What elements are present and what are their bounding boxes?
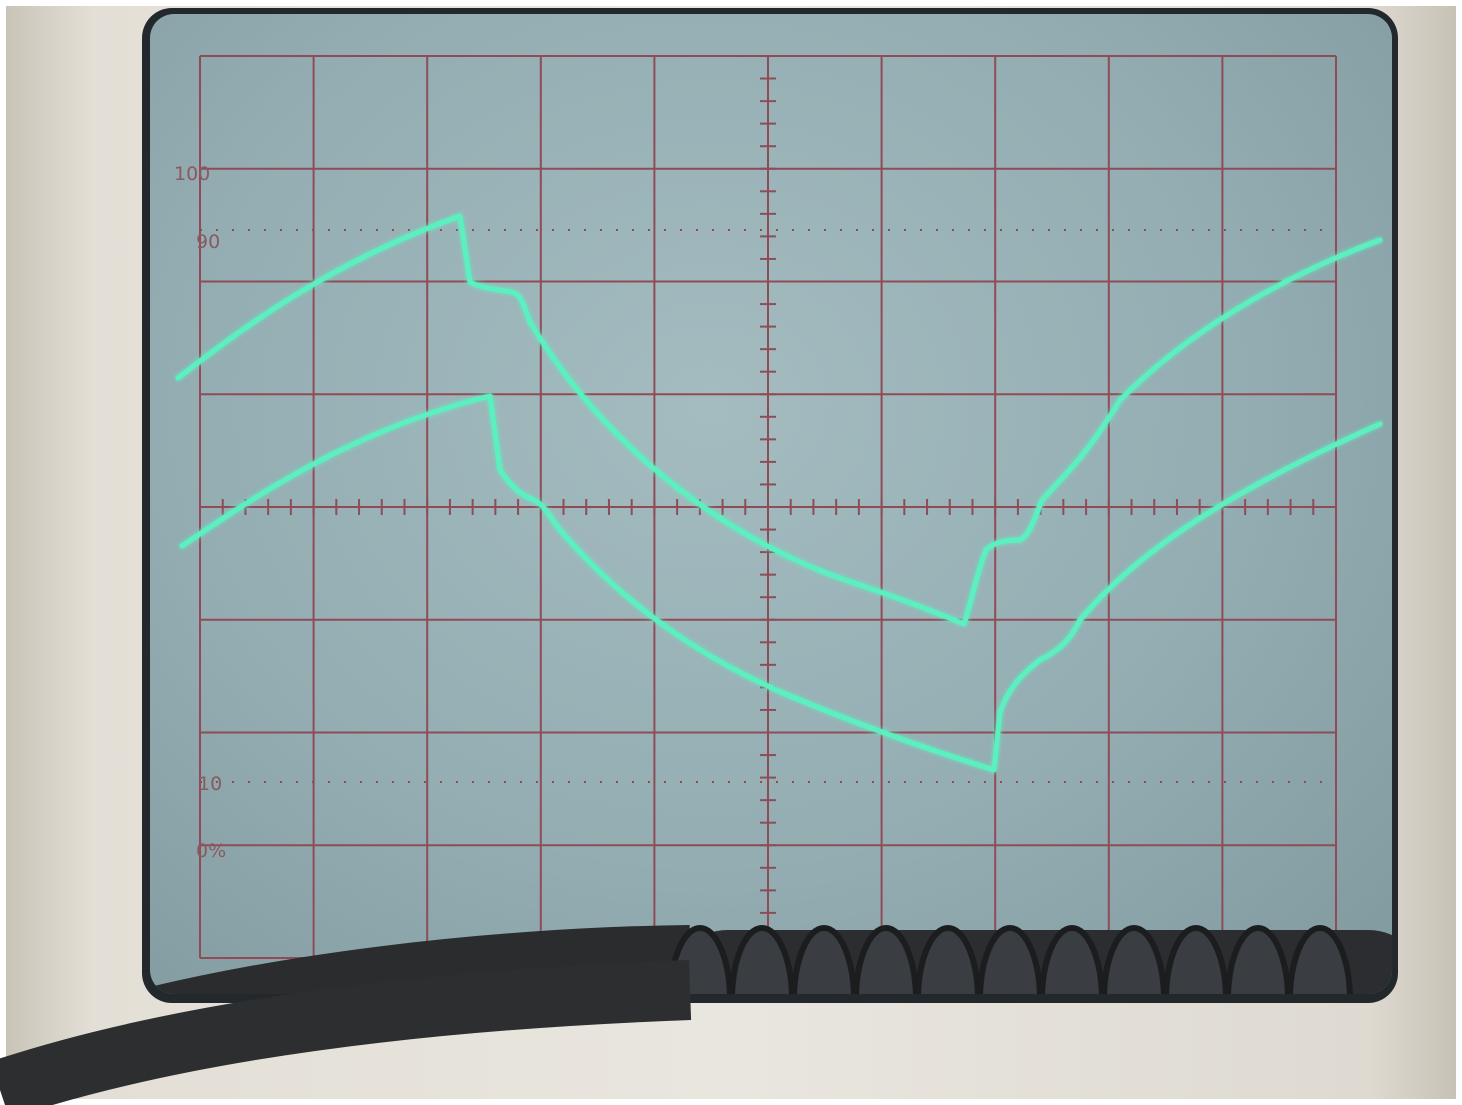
label-90: 90 bbox=[196, 231, 220, 253]
cable-coil bbox=[1104, 928, 1164, 1072]
trace-upper bbox=[178, 216, 1380, 624]
label-10: 10 bbox=[198, 773, 222, 795]
cable-coil bbox=[1290, 928, 1350, 1072]
cable-coil bbox=[732, 928, 792, 1072]
probe-cable-lead bbox=[0, 990, 690, 1090]
cable-coil bbox=[1228, 928, 1288, 1072]
cable-coil bbox=[1042, 928, 1102, 1072]
trace-lower bbox=[182, 396, 1380, 770]
cable-coil bbox=[980, 928, 1040, 1072]
cable-coil bbox=[918, 928, 978, 1072]
label-100: 100 bbox=[174, 163, 210, 185]
cable-coil bbox=[794, 928, 854, 1072]
label-0-percent: 0% bbox=[196, 840, 226, 862]
cable-coil bbox=[1166, 928, 1226, 1072]
cable-coil bbox=[856, 928, 916, 1072]
